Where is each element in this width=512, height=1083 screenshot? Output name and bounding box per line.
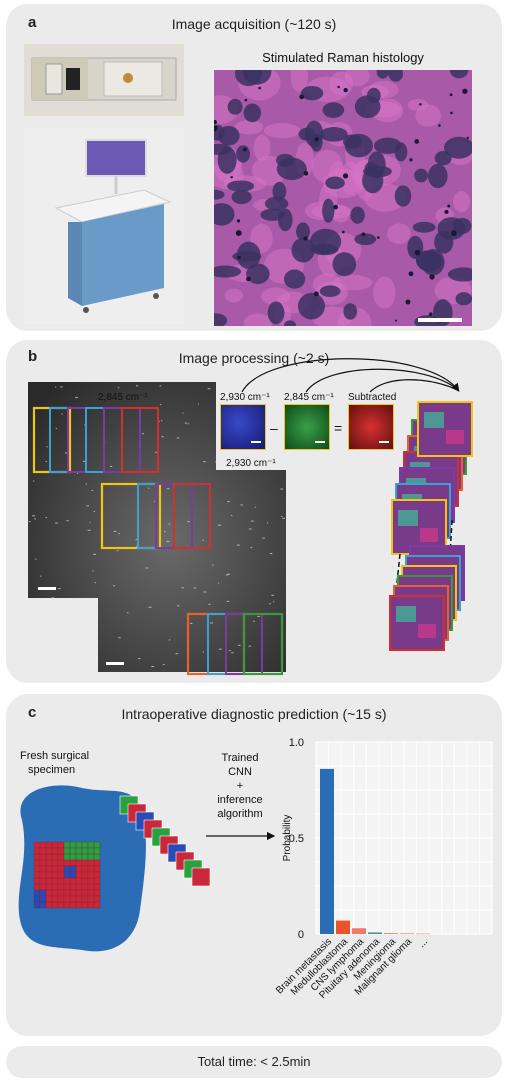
cnn-text-1: Trained [221,752,259,764]
panel-label-b: b [28,348,38,365]
subtracted-tile [348,404,394,450]
label-2930-small: 2,930 cm⁻¹ [220,392,270,403]
tile-sequence-graphic [119,795,211,887]
bar-4 [384,933,398,934]
minus-sign: – [270,420,278,436]
bar-3 [368,932,382,934]
ytick-label-0: 0 [298,929,304,941]
total-time-text: Total time: < 2.5min [197,1054,311,1069]
equals-sign: = [334,420,343,436]
imaging-cart-icon [54,139,172,313]
bar-0 [320,768,334,934]
panel-label-a: a [28,14,37,31]
y-axis-label: Probability [282,815,293,862]
panel-label-c: c [28,704,37,721]
channel-2845-tile [284,404,330,450]
histology-texture [214,70,472,326]
ytick-label-2: 1.0 [289,737,304,749]
cnn-arrow [206,831,276,841]
cnn-text-4: inference [217,794,263,806]
srh-imaging-system-photo [24,128,184,324]
specimen-label-line2: specimen [28,764,76,776]
total-time-bar: Total time: < 2.5min [6,1046,502,1078]
category-label-6: ... [416,936,430,950]
ytick-label-1: 0.5 [289,833,304,845]
srh-title: Stimulated Raman histology [262,50,424,65]
bar-1 [336,920,350,934]
panel-image-processing: b Image processing (~2 s) 2,845 cm⁻¹ [6,340,502,683]
bar-5 [400,933,414,935]
panel-diagnostic-prediction: c Intraoperative diagnostic prediction (… [6,694,502,1036]
scale-bar [418,318,462,322]
bar-6 [416,933,430,935]
grayscale-mosaic-image [28,382,286,676]
cnn-text-2: CNN [228,766,252,778]
panel-c-title: Intraoperative diagnostic prediction (~1… [121,706,387,722]
surgical-specimen-graphic [18,785,146,952]
specimen-label-line1: Fresh surgical [20,750,90,762]
srh-histology-image [214,70,472,326]
panel-b-title: Image processing (~2 s) [178,350,330,366]
label-subtracted: Subtracted [348,392,397,403]
merge-arrows [241,358,460,393]
channel-2930-tile [220,404,266,450]
glass-slide-photo [24,44,184,116]
label-2930-main: 2,930 cm⁻¹ [226,458,276,469]
label-2845-main: 2,845 cm⁻¹ [98,392,148,403]
cnn-text-5: algorithm [217,808,263,820]
glass-slide-icon [31,57,177,101]
cnn-text-3: + [236,780,244,792]
panel-image-acquisition: a Image acquisition (~120 s) Stimulated … [6,4,502,331]
bar-2 [352,928,366,934]
panel-a-title: Image acquisition (~120 s) [171,16,337,32]
label-2845-small: 2,845 cm⁻¹ [284,392,334,403]
training-tile-stack [389,401,473,651]
